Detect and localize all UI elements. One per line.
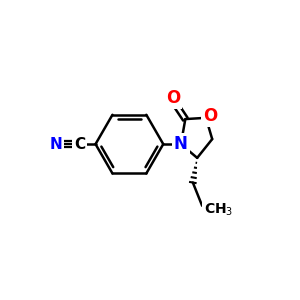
Text: O: O <box>166 89 180 107</box>
Text: O: O <box>203 107 218 125</box>
Text: C: C <box>74 136 85 152</box>
Text: CH$_3$: CH$_3$ <box>204 202 233 218</box>
Text: N: N <box>50 136 62 152</box>
Text: N: N <box>174 135 188 153</box>
